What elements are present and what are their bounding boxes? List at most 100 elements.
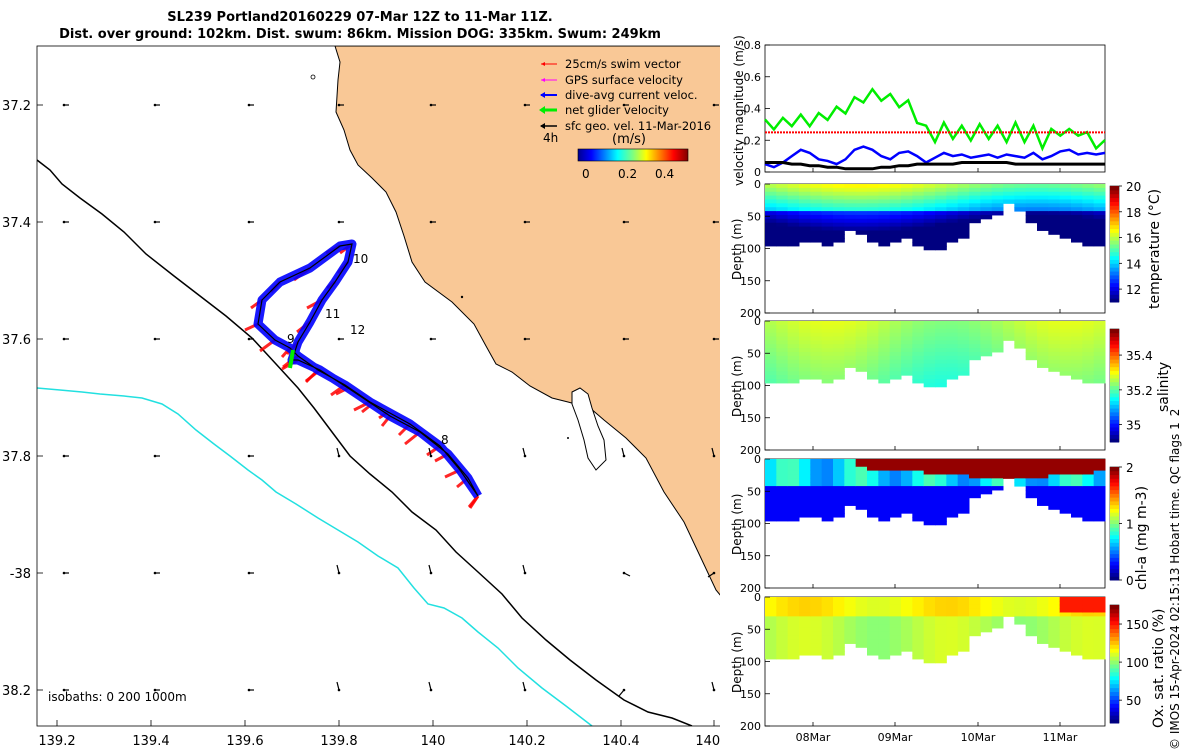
legend-label: sfc geo. vel. 11-Mar-2016: [565, 119, 711, 133]
section-cell: [1082, 214, 1095, 220]
colorbar-segment: [1110, 228, 1119, 233]
section-cell: [1048, 363, 1061, 368]
section-cell: [957, 207, 970, 212]
section-cell: [923, 344, 936, 349]
section-cell: [1093, 501, 1106, 506]
section-cell: [991, 321, 1004, 326]
colorbar-segment: [1110, 201, 1119, 206]
section-cell: [867, 375, 879, 380]
section-cell: [810, 643, 823, 648]
colorbar-segment: [1110, 430, 1119, 435]
section-cell: [923, 635, 936, 641]
geo-velocity-arrow-head: [523, 571, 527, 575]
section-cell: [980, 191, 993, 197]
section-cell: [991, 462, 1004, 468]
section-cell: [1037, 482, 1049, 487]
section-cell: [787, 459, 800, 464]
section-cell: [1059, 328, 1072, 334]
colorbar-segment: [1110, 576, 1119, 581]
section-cell: [1037, 608, 1049, 613]
colorbar-segment: [1110, 434, 1119, 439]
section-cell: [946, 359, 959, 365]
colorbar-tick-label: 100: [1126, 656, 1149, 670]
section-cell: [765, 230, 777, 235]
section-cell: [901, 635, 913, 641]
section-cell: [1071, 226, 1083, 231]
colorbar-tick-label: 1: [1126, 518, 1134, 532]
section-cell: [821, 336, 834, 341]
section-cell: [980, 486, 993, 491]
section-cell: [1082, 351, 1095, 357]
section-cell: [878, 218, 891, 224]
section-cell: [1003, 474, 1015, 479]
colorbar-segment: [1110, 612, 1119, 618]
section-cell: [787, 355, 800, 361]
velocity-ytick-label: 0.8: [744, 39, 762, 52]
section-cell: [969, 604, 981, 610]
section-cell: [1025, 344, 1038, 349]
section-cell: [912, 187, 925, 193]
section-cell: [844, 187, 857, 193]
section-cell: [878, 222, 891, 228]
section-cell: [935, 505, 947, 510]
section-cell: [776, 509, 789, 514]
section-cell: [765, 351, 777, 357]
geo-velocity-arrow: [522, 681, 526, 691]
colorbar-segment: [1110, 527, 1119, 532]
section-cell: [765, 344, 777, 349]
section-cell: [1093, 497, 1106, 503]
section-cell: [833, 651, 845, 656]
section-cell: [946, 226, 959, 231]
section-cell: [833, 340, 845, 345]
section-cell: [810, 230, 823, 235]
section-cell: [980, 348, 993, 353]
section-cell: [821, 367, 834, 372]
section-cell: [844, 627, 857, 633]
section-cell: [867, 230, 879, 235]
section-cell: [923, 658, 936, 664]
section-cell: [810, 513, 823, 518]
section-cell: [1082, 651, 1095, 656]
section-cell: [844, 328, 857, 334]
section-cell: [901, 505, 913, 510]
section-cell: [776, 517, 789, 522]
section-cell: [867, 462, 879, 468]
section-cell: [799, 493, 811, 499]
section-cell: [889, 466, 902, 472]
velocity-axes: [764, 44, 1106, 173]
section-cell: [1003, 459, 1015, 464]
section-cell: [844, 478, 857, 483]
section-cell: [878, 462, 891, 468]
section-cell: [912, 203, 925, 208]
section-cell: [833, 486, 845, 491]
section-cell: [810, 203, 823, 208]
section-cell: [1003, 462, 1015, 468]
section-cell: [889, 367, 902, 372]
section-cell: [878, 635, 891, 641]
section-cell: [1003, 324, 1015, 330]
section-cell: [821, 379, 834, 384]
section-cell: [1014, 195, 1027, 200]
section-cell: [1071, 328, 1083, 334]
section-cell: [833, 624, 845, 629]
section-cell: [844, 218, 857, 224]
section-cell: [765, 363, 777, 368]
section-cell: [810, 597, 823, 602]
section-cell: [957, 351, 970, 357]
section-cell: [1082, 324, 1095, 330]
section-cell: [889, 624, 902, 629]
colorbar-segment: [1110, 274, 1119, 280]
section-cell: [946, 222, 959, 228]
geo-velocity-arrow-head: [429, 688, 433, 692]
colorbar-segment: [1110, 213, 1119, 218]
geo-velocity-arrow-head: [337, 337, 341, 341]
section-cell: [765, 355, 777, 361]
section-cell: [1093, 612, 1106, 617]
section-cell: [776, 324, 789, 330]
section-cell: [810, 336, 823, 341]
section-cell: [935, 184, 947, 189]
section-cell: [844, 363, 857, 368]
section-cell: [889, 493, 902, 499]
section-cell: [878, 195, 891, 200]
section-cell: [1037, 627, 1049, 633]
